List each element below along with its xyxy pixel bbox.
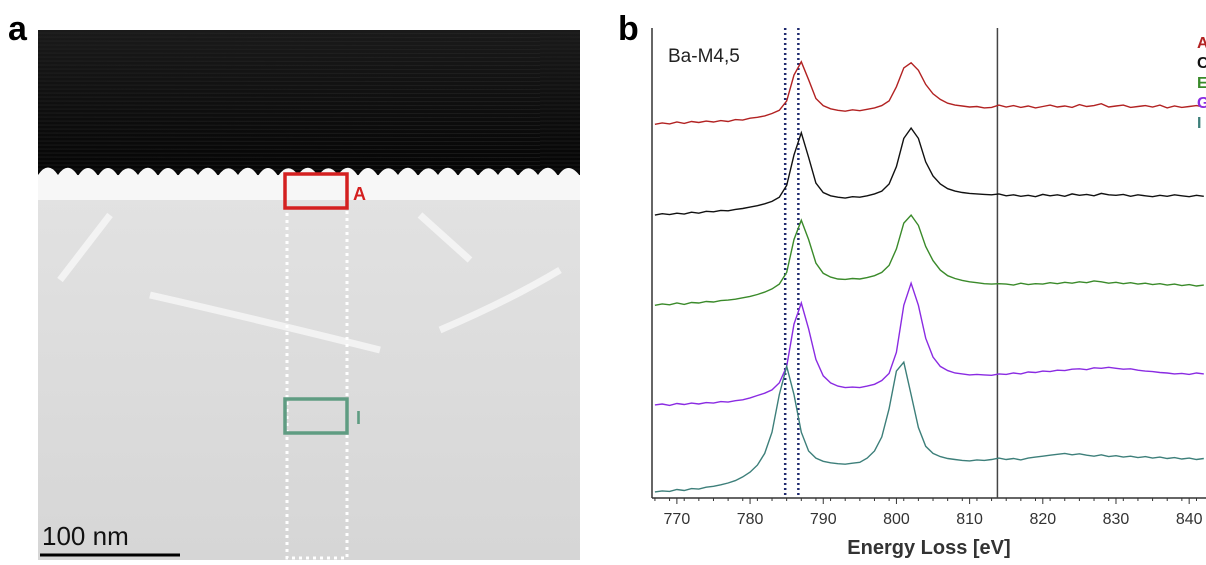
legend-entry: I <box>1197 115 1201 132</box>
legend-entry: E <box>1197 75 1206 92</box>
panel-label: b <box>618 10 639 48</box>
micrograph: A I 100 nm <box>38 30 580 560</box>
legend-entry: A <box>1197 35 1206 52</box>
streaks <box>38 30 580 170</box>
legend-entry: G <box>1197 95 1206 112</box>
region-box <box>283 172 349 210</box>
panel-label: a <box>8 10 28 48</box>
defects <box>57 212 562 354</box>
x-tick-label: 810 <box>956 511 983 528</box>
x-tick-label: 790 <box>810 511 837 528</box>
spectrum <box>654 280 1204 407</box>
x-tick-label: 780 <box>737 511 764 528</box>
x-axis-label: Energy Loss [eV] <box>847 537 1010 559</box>
x-tick-label: 840 <box>1176 511 1203 528</box>
annotation: Ba-M4,5 <box>668 46 740 67</box>
x-tick-label: 800 <box>883 511 910 528</box>
surface-layer <box>38 167 580 200</box>
region-label: I <box>356 408 361 428</box>
spectrum <box>654 213 1204 306</box>
spectra-chart: b Ba-M4,5 770 780 790 800 810 820 830 840 Energy L… <box>618 10 1206 559</box>
spectrum <box>654 360 1204 493</box>
x-tick-label: 770 <box>664 511 691 528</box>
scale-bar-label: 100 nm <box>42 521 129 551</box>
region-label: A <box>353 184 366 204</box>
region-box <box>283 397 349 435</box>
spectrum <box>654 60 1204 125</box>
x-tick-label: 820 <box>1029 511 1056 528</box>
legend-entry: C <box>1197 55 1206 72</box>
spectrum <box>654 126 1204 216</box>
x-tick-label: 830 <box>1103 511 1130 528</box>
